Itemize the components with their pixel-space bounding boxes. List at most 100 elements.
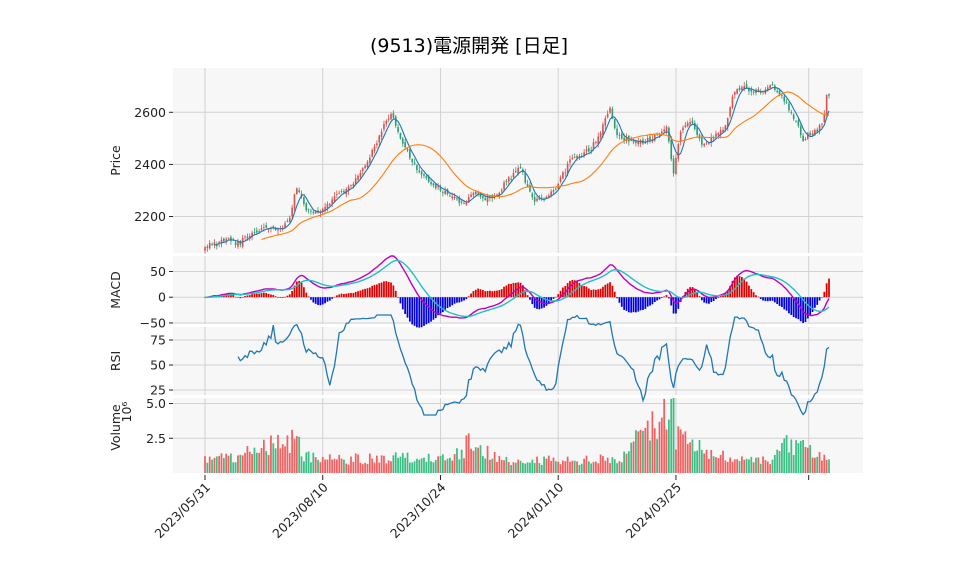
macd-histogram-bar	[401, 297, 404, 310]
volume-bar	[726, 462, 729, 473]
volume-bar	[703, 453, 706, 473]
candle-body	[665, 126, 668, 132]
candle-body	[649, 136, 651, 141]
volume-bar	[291, 429, 294, 473]
volume-bar	[350, 456, 352, 473]
macd-histogram-bar	[460, 297, 463, 302]
candle-body	[510, 178, 512, 180]
macd-histogram-bar	[646, 297, 649, 307]
candle-body	[253, 232, 256, 233]
volume-bar	[705, 449, 708, 473]
macd-histogram-bar	[267, 293, 270, 298]
macd-histogram-bar	[759, 297, 762, 300]
macd-histogram-bar	[745, 281, 748, 298]
candle-body	[406, 149, 409, 151]
volume-bar	[745, 458, 748, 473]
macd-histogram-bar	[550, 297, 553, 302]
y-tick-label-price: 2200	[134, 209, 166, 224]
macd-histogram-bar	[597, 289, 600, 298]
macd-histogram-bar	[444, 297, 447, 310]
macd-histogram-bar	[347, 293, 350, 298]
macd-histogram-bar	[465, 297, 468, 300]
candle-body	[326, 203, 329, 209]
candle-body	[456, 198, 458, 200]
macd-histogram-bar	[262, 292, 265, 298]
volume-bar	[616, 463, 618, 473]
volume-bar	[644, 427, 647, 473]
volume-bar	[387, 460, 390, 473]
macd-histogram-bar	[585, 286, 588, 298]
volume-bar	[237, 455, 239, 473]
volume-bar	[230, 453, 232, 473]
candle-body	[682, 127, 684, 131]
volume-bar	[552, 457, 555, 473]
candle-body	[399, 133, 402, 139]
volume-bar	[670, 398, 673, 473]
volume-bar	[383, 455, 385, 473]
macd-histogram-bar	[637, 297, 640, 312]
chart-marks	[204, 80, 830, 473]
macd-histogram-bar	[571, 280, 574, 298]
macd-histogram-bar	[656, 297, 658, 301]
volume-bar	[491, 458, 494, 473]
macd-histogram-bar	[364, 288, 367, 298]
candle-body	[660, 131, 663, 134]
candle-body	[430, 182, 432, 185]
candle-body	[599, 133, 602, 138]
candle-body	[578, 155, 581, 157]
macd-histogram-bar	[825, 283, 828, 298]
volume-bar	[213, 457, 216, 473]
volume-bar	[536, 456, 538, 473]
candle-body	[439, 187, 442, 191]
macd-histogram-bar	[340, 293, 343, 298]
candle-body	[359, 172, 362, 177]
macd-histogram-bar	[644, 297, 647, 309]
candle-body	[701, 137, 703, 145]
volume-bar	[627, 451, 630, 473]
candle-body	[303, 197, 305, 204]
macd-histogram-bar	[472, 291, 475, 298]
macd-histogram-bar	[733, 277, 736, 298]
chart-panels	[173, 68, 863, 473]
candle-body	[418, 170, 421, 173]
macd-histogram-bar	[632, 297, 635, 313]
candle-body	[806, 133, 809, 139]
candle-body	[376, 143, 378, 146]
macd-histogram-bar	[665, 295, 668, 298]
volume-bar	[675, 449, 677, 473]
candle-body	[451, 196, 454, 199]
candle-body	[785, 101, 788, 103]
volume-bar	[543, 456, 545, 473]
volume-bar	[331, 459, 334, 473]
volume-bar	[500, 459, 503, 473]
volume-bar	[651, 411, 654, 473]
volume-bar	[317, 459, 319, 473]
volume-bar	[484, 458, 487, 473]
macd-histogram-bar	[255, 293, 258, 298]
volume-bar	[531, 459, 534, 473]
candle-body	[350, 185, 352, 186]
macd-histogram-bar	[479, 289, 482, 298]
candle-body	[797, 120, 800, 126]
candle-body	[213, 242, 216, 246]
y-tick-label-rsi: 25	[150, 383, 166, 398]
volume-bar	[441, 454, 444, 473]
volume-bar	[752, 462, 755, 473]
volume-bar	[592, 461, 595, 473]
macd-histogram-bar	[354, 291, 357, 298]
y-tick-label-volume: 5.0	[146, 396, 166, 411]
macd-histogram-bar	[432, 297, 435, 320]
macd-histogram-bar	[522, 285, 524, 298]
macd-histogram-bar	[357, 291, 359, 298]
candle-body	[234, 242, 237, 246]
macd-histogram-bar	[288, 294, 291, 298]
macd-histogram-bar	[420, 297, 423, 328]
volume-bar	[227, 455, 230, 473]
candle-body	[255, 230, 258, 233]
candle-body	[583, 152, 585, 156]
candle-body	[310, 210, 312, 212]
volume-bar	[298, 436, 301, 473]
macd-histogram-bar	[792, 297, 795, 318]
y-axis-label-rsi: RSI	[108, 351, 123, 371]
macd-histogram-bar	[639, 297, 642, 311]
